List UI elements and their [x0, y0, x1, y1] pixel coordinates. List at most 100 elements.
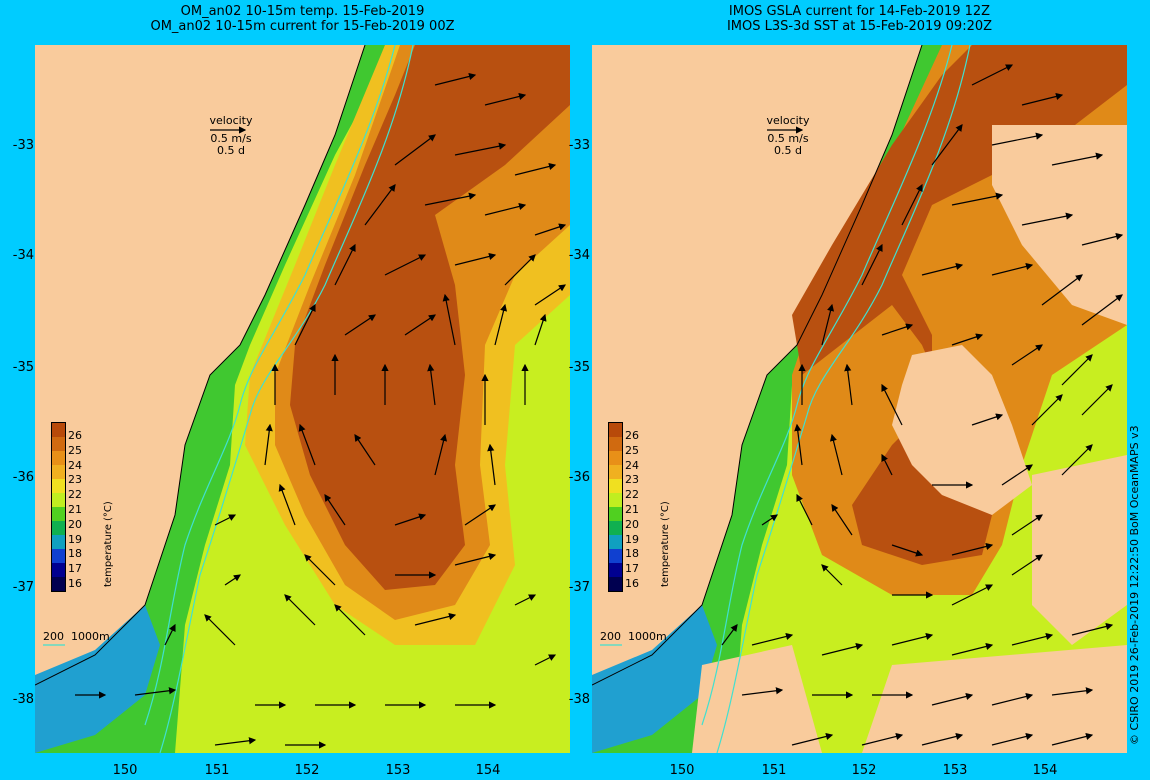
- colorbar-segment: [52, 479, 65, 493]
- latitude-tick-right: -38: [568, 692, 590, 707]
- velocity-speed: 0.5 m/s: [210, 132, 252, 145]
- colorbar-segment: [52, 521, 65, 535]
- green-band: [35, 45, 395, 753]
- coastal-blue: [35, 605, 160, 753]
- velocity-legend-right: velocity 0.5 m/s 0.5 d: [758, 115, 818, 157]
- colorbar-segment: [609, 521, 622, 535]
- coastline: [35, 45, 366, 686]
- latitude-tick-left: -37: [12, 580, 34, 595]
- isobath-1000-r: [716, 45, 971, 753]
- colorbar-segment: [609, 479, 622, 493]
- longitude-tick-left: 153: [385, 763, 411, 778]
- longitude-tick-right: 153: [942, 763, 968, 778]
- colorbar-label: 18: [625, 547, 639, 561]
- latitude-tick-right: -33: [568, 138, 590, 153]
- colorbar-segment: [52, 507, 65, 521]
- colorbar-segment: [52, 423, 65, 437]
- coastline-r: [592, 45, 923, 686]
- longitude-tick-left: 152: [294, 763, 320, 778]
- colorbar-label: 17: [625, 562, 639, 576]
- colorbar-label: 25: [68, 443, 82, 457]
- velocity-title-r: velocity: [766, 114, 810, 127]
- colorbar-segment: [609, 451, 622, 465]
- copyright-text: © CSIRO 2019 26-Feb-2019 12:22:50 BoM Oc…: [1128, 425, 1141, 745]
- depth-legend-right: 200 1000m: [600, 630, 667, 643]
- left-title-line2: OM_an02 10-15m current for 15-Feb-2019 0…: [150, 19, 455, 34]
- colorbar-label: 20: [68, 517, 82, 531]
- colorbar-label: 17: [68, 562, 82, 576]
- colorbar-title-left: temperature (°C): [103, 501, 114, 587]
- colorbar-segment: [609, 563, 622, 577]
- longitude-tick-left: 154: [475, 763, 501, 778]
- longitude-tick-right: 151: [761, 763, 787, 778]
- left-panel-title: OM_an02 10-15m temp. 15-Feb-2019 OM_an02…: [35, 4, 570, 34]
- colorbar-label: 26: [625, 429, 639, 442]
- colorbar-segment: [609, 577, 622, 591]
- colorbar-label: 24: [68, 458, 82, 472]
- colorbar-left: 26 25 24 23 22 21 20 19 18 17 16 temperature (°C): [51, 422, 131, 597]
- longitude-tick-left: 151: [204, 763, 230, 778]
- green-band-r: [592, 45, 952, 753]
- colorbar-segment: [52, 493, 65, 507]
- colorbar-right: 26 25 24 23 22 21 20 19 18 17 16 temperature (°C): [608, 422, 688, 597]
- colorbar-label: 21: [68, 503, 82, 516]
- right-title-line2: IMOS L3S-3d SST at 15-Feb-2019 09:20Z: [726, 19, 993, 34]
- colorbar-label: 26: [68, 429, 82, 442]
- velocity-title: velocity: [209, 114, 253, 127]
- colorbar-label: 22: [625, 488, 639, 502]
- colorbar-segment: [52, 549, 65, 563]
- colorbar-label: 23: [625, 473, 639, 487]
- colorbar-segment: [609, 493, 622, 507]
- nodata-patch-5: [862, 645, 1127, 753]
- isobath-200-r: [701, 45, 953, 726]
- isobath-200: [144, 45, 396, 726]
- isobath-1000: [159, 45, 414, 753]
- depth-1000-label-r: 1000m: [628, 630, 667, 643]
- colorbar-segment: [52, 563, 65, 577]
- longitude-tick-left: 150: [112, 763, 138, 778]
- colorbar-label: 20: [625, 517, 639, 531]
- longitude-tick-right: 154: [1032, 763, 1058, 778]
- colorbar-segment: [609, 507, 622, 521]
- latitude-tick-right: -34: [568, 248, 590, 263]
- nodata-patch-1: [892, 345, 1032, 515]
- left-map-panel: velocity 0.5 m/s 0.5 d 200 1000m 26 25 24 2…: [35, 45, 570, 753]
- latitude-tick-left: -34: [12, 248, 34, 263]
- longitude-tick-right: 150: [669, 763, 695, 778]
- latitude-tick-left: -36: [12, 470, 34, 485]
- velocity-duration: 0.5 d: [217, 144, 245, 157]
- nodata-patch-2: [992, 125, 1127, 325]
- eddy-core-r: [792, 45, 1127, 565]
- colorbar-label: 25: [625, 443, 639, 457]
- latitude-tick-right: -36: [568, 470, 590, 485]
- velocity-speed-r: 0.5 m/s: [767, 132, 809, 145]
- colorbar-bar-right: [608, 422, 623, 592]
- velocity-legend-left: velocity 0.5 m/s 0.5 d: [201, 115, 261, 157]
- latitude-tick-left: -33: [12, 138, 34, 153]
- velocity-duration-r: 0.5 d: [774, 144, 802, 157]
- colorbar-label: 23: [68, 473, 82, 487]
- colorbar-segment: [609, 535, 622, 549]
- colorbar-label: 22: [68, 488, 82, 502]
- colorbar-segment: [52, 465, 65, 479]
- current-arrows-right: [721, 64, 1124, 746]
- colorbar-label: 16: [68, 577, 82, 590]
- latitude-tick-right: -37: [568, 580, 590, 595]
- depth-200-label-r: 200: [600, 630, 621, 643]
- right-map-panel: velocity 0.5 m/s 0.5 d 200 1000m 26 25 24 2…: [592, 45, 1127, 753]
- colorbar-bar-left: [51, 422, 66, 592]
- longitude-tick-right: 152: [851, 763, 877, 778]
- left-map-svg: [35, 45, 570, 753]
- colorbar-segment: [609, 437, 622, 451]
- colorbar-label: 21: [625, 503, 639, 516]
- depth-1000-label: 1000m: [71, 630, 110, 643]
- colorbar-segment: [52, 535, 65, 549]
- depth-legend-left: 200 1000m: [43, 630, 110, 643]
- colorbar-label: 18: [68, 547, 82, 561]
- right-title-line1: IMOS GSLA current for 14-Feb-2019 12Z: [728, 4, 991, 19]
- latitude-tick-left: -38: [12, 692, 34, 707]
- colorbar-segment: [52, 451, 65, 465]
- colorbar-title-right: temperature (°C): [660, 501, 671, 587]
- colorbar-segment: [609, 423, 622, 437]
- right-panel-title: IMOS GSLA current for 14-Feb-2019 12Z IM…: [592, 4, 1127, 34]
